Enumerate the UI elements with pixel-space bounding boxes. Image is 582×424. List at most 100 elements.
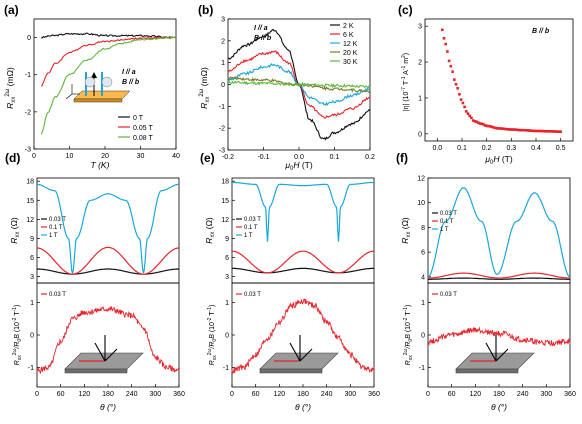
legend-label-bottom-e: 0.03 T bbox=[244, 292, 261, 298]
ytick-bottom-e-2: -1 bbox=[223, 365, 229, 372]
scatter-point-c-3 bbox=[446, 50, 449, 53]
series-line-b-2 bbox=[227, 63, 371, 107]
legend-label-b-2: 12 K bbox=[343, 41, 358, 48]
ytick-top-f-1: 10 bbox=[417, 200, 425, 207]
ytick-b-3: 0 bbox=[221, 82, 225, 89]
xlabel-c: μ0H (T) bbox=[484, 154, 513, 166]
legend-label-top-e-0: 0.03 T bbox=[244, 217, 261, 223]
xlabel-d: θ (°) bbox=[100, 402, 116, 412]
panel-e: (e) 0 60 120 180 240 300 360 18 15 12 9 6 3 1 0 -1 θ (°) R… bbox=[200, 151, 380, 412]
panel-label-e: (e) bbox=[200, 151, 215, 165]
ytick-labels-bottom-d: 1 0 -1 bbox=[28, 300, 40, 372]
ytick-top-f-4: 4 bbox=[421, 274, 425, 281]
scatter-point-c-25 bbox=[483, 124, 487, 127]
ytick-b-2: 1 bbox=[221, 60, 225, 67]
scatter-point-c-63 bbox=[549, 130, 552, 133]
xlabel-a: T (K) bbox=[91, 160, 110, 170]
panel-a: (a) 0 10 20 30 40 0 -1 -2 -3 T (K) Rxx2ω (mΩ) I… bbox=[4, 3, 180, 170]
ylabel-bottom-f: Rxx2ω/R0B (10-2 T-1) bbox=[403, 305, 414, 366]
xlabel-f: θ (°) bbox=[491, 402, 507, 412]
scatter-point-c-42 bbox=[513, 128, 516, 131]
legend-label-top-f-1: 0.1 T bbox=[440, 219, 454, 225]
legend-label-top-f-0: 0.03 T bbox=[440, 211, 457, 217]
series-line-a-1 bbox=[40, 36, 177, 87]
xlabel-b: μ0H (T) bbox=[284, 160, 313, 172]
scatter-point-c-60 bbox=[543, 130, 547, 133]
xlabel-e: θ (°) bbox=[295, 402, 311, 412]
scatter-point-c-68 bbox=[557, 130, 561, 133]
scatter-point-c-12 bbox=[461, 101, 465, 105]
scatter-point-c-48 bbox=[523, 128, 526, 132]
scatter-point-c-20 bbox=[475, 120, 478, 124]
scatter-point-c-45 bbox=[518, 128, 521, 132]
scatter-point-c-8 bbox=[454, 83, 458, 86]
xtick-c-1: 0.1 bbox=[457, 145, 467, 152]
panel-label-d: (d) bbox=[5, 151, 20, 165]
xtick-labels-d: 0 60 120 180 240 300 360 bbox=[35, 384, 185, 398]
scatter-point-c-24 bbox=[482, 123, 485, 126]
ytick-b-1: 2 bbox=[221, 38, 225, 45]
scatter-point-c-39 bbox=[507, 128, 511, 131]
series-line-a-2 bbox=[40, 36, 177, 135]
panel-label-c: (c) bbox=[398, 3, 413, 17]
xtick-f-2: 120 bbox=[469, 391, 481, 398]
ytick-top-f-2: 8 bbox=[421, 225, 425, 232]
sample-sketch-d bbox=[64, 335, 144, 374]
scatter-point-c-55 bbox=[535, 129, 538, 133]
ytick-top-e-0: 18 bbox=[221, 179, 229, 186]
scatter-point-c-14 bbox=[465, 110, 468, 113]
scatter-point-c-4 bbox=[447, 59, 451, 63]
scatter-point-c-34 bbox=[499, 127, 502, 130]
ytick-top-e-2: 12 bbox=[221, 217, 229, 224]
panel-b: (b) -0.2 -0.1 0.0 0.1 0.2 3 2 1 0 -1 -2 -3 μ0H (T)… bbox=[198, 3, 375, 172]
xtick-e-2: 120 bbox=[273, 391, 285, 398]
xtick-a-1: 10 bbox=[66, 153, 74, 160]
ytick-c-3: 3 bbox=[418, 24, 422, 31]
ytick-a-2: -2 bbox=[25, 109, 31, 116]
scatter-point-c-50 bbox=[526, 129, 530, 132]
scatter-point-c-61 bbox=[545, 130, 549, 133]
scatter-point-c-52 bbox=[530, 129, 533, 132]
ylabel-top-e: Rxx (Ω) bbox=[204, 217, 216, 244]
xtick-f-3: 180 bbox=[493, 391, 505, 398]
scatter-point-c-19 bbox=[473, 120, 477, 123]
scatter-point-c-46 bbox=[519, 128, 523, 132]
scatter-point-c-57 bbox=[538, 129, 542, 133]
axes-frame-top-f bbox=[427, 177, 571, 284]
scatter-point-c-64 bbox=[550, 130, 554, 133]
xtick-b-4: 0.2 bbox=[365, 154, 375, 161]
scatter-point-c-2 bbox=[444, 42, 447, 46]
ylabel-bottom-d: Rxx2ω/R0B (10-2 T-1) bbox=[12, 305, 23, 366]
xtick-e-0: 0 bbox=[230, 391, 234, 398]
scatter-point-c-6 bbox=[451, 70, 454, 73]
scatter-point-c-62 bbox=[547, 130, 550, 133]
series-line-top-e-0 bbox=[232, 267, 374, 274]
scatter-point-c-9 bbox=[456, 87, 459, 90]
scatter-point-c-26 bbox=[485, 124, 489, 128]
series-lines-b bbox=[227, 29, 371, 141]
ytick-top-e-5: 3 bbox=[225, 274, 229, 281]
ylabel-b: Rxx2ω (mΩ) bbox=[199, 67, 211, 109]
scatter-point-c-28 bbox=[489, 125, 492, 128]
series-line-b-1 bbox=[227, 50, 371, 119]
ytick-b-5: -2 bbox=[219, 126, 225, 133]
legend-label-bottom-d: 0.03 T bbox=[49, 292, 66, 298]
xtick-labels-a: 0 10 20 30 40 bbox=[32, 146, 180, 160]
device-inset-a bbox=[65, 72, 131, 103]
sample-sketch-e bbox=[259, 335, 339, 374]
ytick-top-d-4: 6 bbox=[30, 255, 34, 262]
ytick-top-d-2: 12 bbox=[26, 217, 34, 224]
ytick-b-0: 3 bbox=[221, 17, 225, 24]
note-c: B // b bbox=[532, 28, 550, 35]
ytick-c-2: 2 bbox=[418, 60, 422, 67]
note-b-1: I // a bbox=[254, 25, 268, 32]
xtick-e-5: 300 bbox=[344, 391, 356, 398]
scatter-point-c-10 bbox=[458, 93, 461, 96]
scatter-point-c-16 bbox=[468, 114, 471, 118]
xtick-c-5: 0.5 bbox=[556, 145, 566, 152]
xtick-f-0: 0 bbox=[426, 391, 430, 398]
xtick-e-4: 240 bbox=[321, 391, 333, 398]
